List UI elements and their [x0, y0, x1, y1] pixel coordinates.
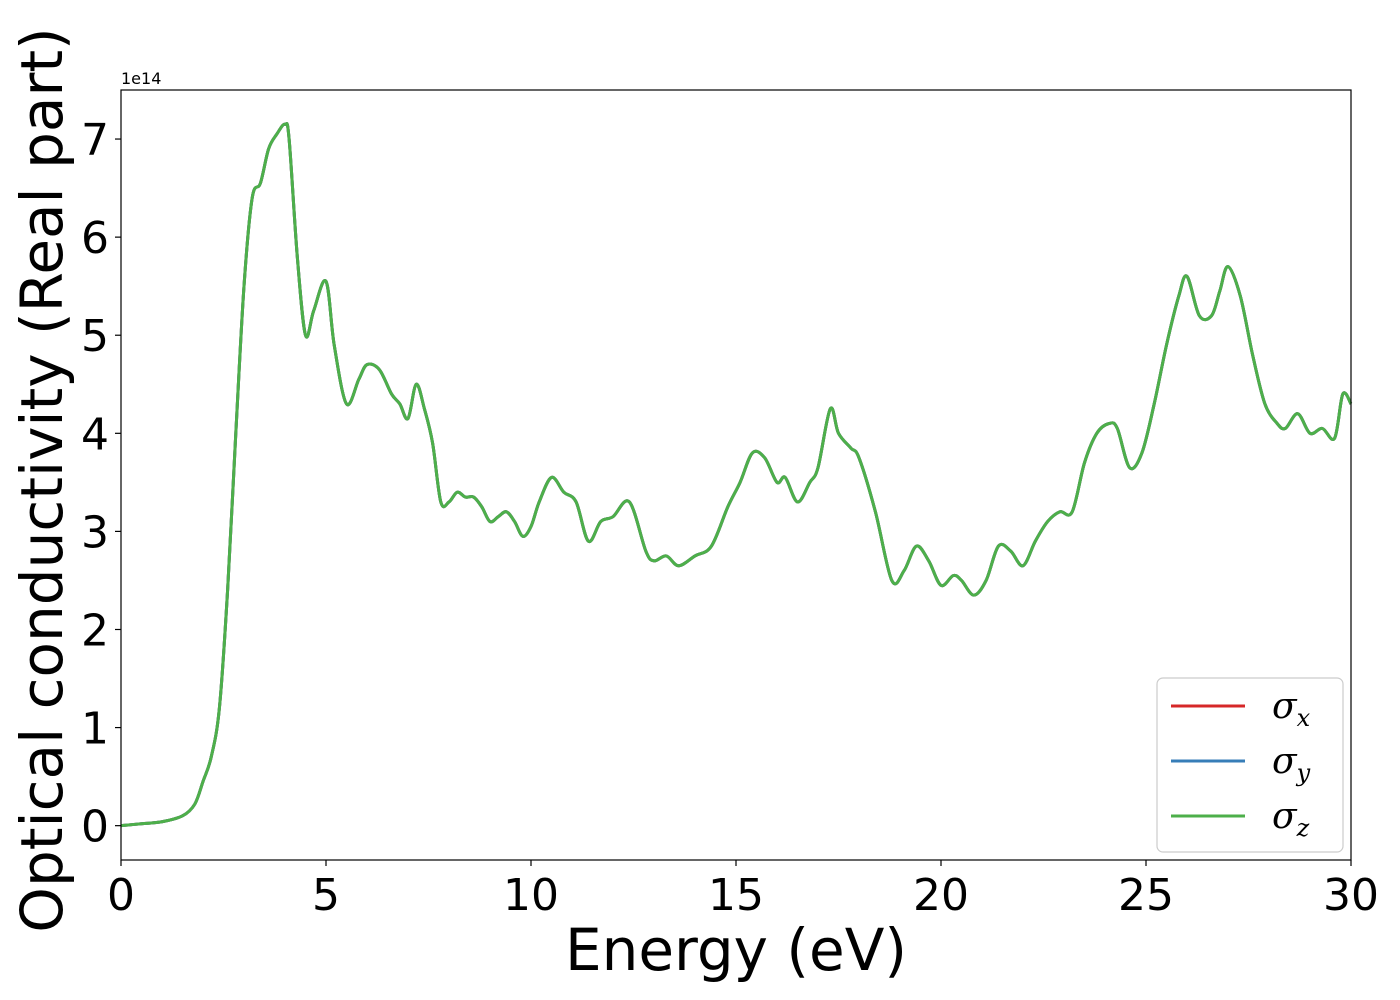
legend-subscript: z: [1296, 814, 1310, 842]
x-tick-label: 0: [107, 870, 135, 921]
y-tick-label: 1: [81, 704, 109, 755]
y-tick-label: 5: [81, 311, 109, 362]
legend-symbol: σ: [1272, 741, 1298, 782]
y-axis-offset-label: 1e14: [121, 69, 161, 88]
x-tick-label: 20: [913, 870, 969, 921]
legend-symbol: σ: [1272, 686, 1298, 727]
legend-subscript: y: [1296, 759, 1311, 787]
x-tick-label: 30: [1323, 870, 1379, 921]
x-tick-label: 10: [503, 870, 559, 921]
y-axis-label: Optical conductivity (Real part): [8, 27, 76, 932]
x-tick-label: 15: [708, 870, 764, 921]
x-tick-label: 5: [312, 870, 340, 921]
y-tick-label: 0: [81, 802, 109, 853]
x-axis-label: Energy (eV): [565, 916, 907, 984]
y-tick-label: 2: [81, 605, 109, 656]
legend-label-x: σx: [1272, 686, 1311, 732]
y-tick-label: 3: [81, 507, 109, 558]
y-axis-ticks: 0 1 2 3 4 5 6 7: [81, 115, 121, 853]
legend-subscript: x: [1297, 704, 1311, 732]
legend-box: [1156, 677, 1344, 853]
x-tick-label: 25: [1118, 870, 1174, 921]
legend-label-z: σz: [1272, 796, 1310, 842]
series-line-z: [120, 122, 1353, 828]
x-axis-ticks: 0 5 10 15 20 25 30: [107, 860, 1379, 921]
series-layer: [120, 122, 1353, 828]
y-tick-label: 6: [81, 213, 109, 264]
legend-symbol: σ: [1272, 796, 1298, 837]
y-tick-label: 7: [81, 115, 109, 166]
y-tick-label: 4: [81, 409, 109, 460]
legend-label-y: σy: [1272, 741, 1311, 787]
